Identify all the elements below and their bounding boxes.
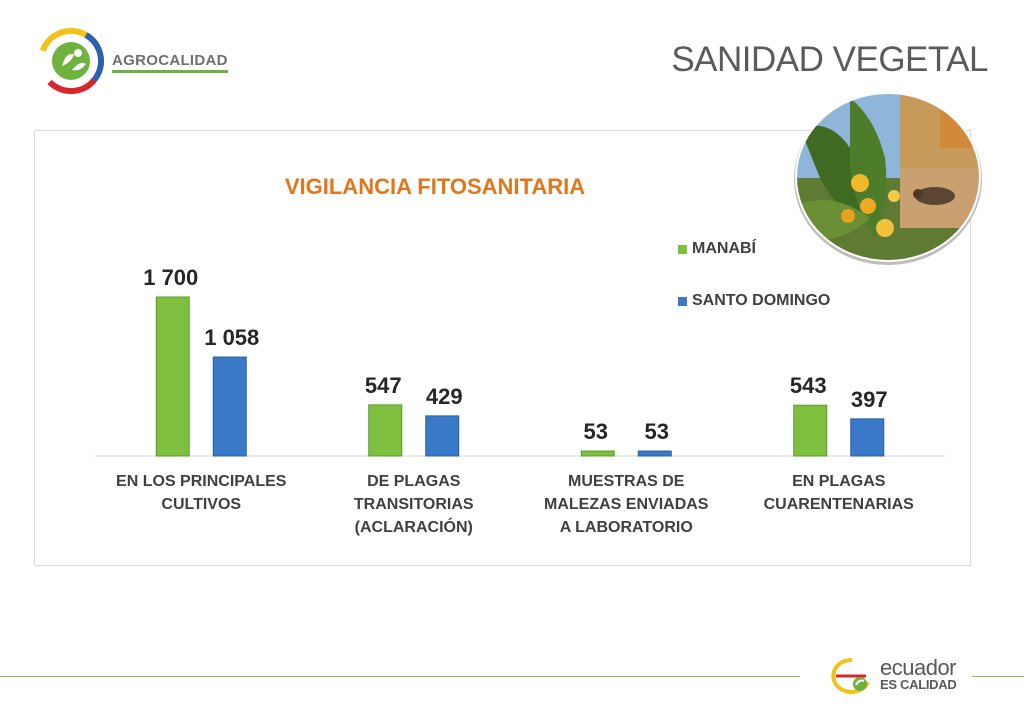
category-label-1-line-2: (ACLARACIÓN): [355, 517, 473, 536]
brand-line-2: ES CALIDAD: [880, 677, 957, 692]
logo-text: AGROCALIDAD: [112, 52, 228, 73]
category-label-3-line-0: EN PLAGAS: [792, 473, 886, 490]
data-label-santo-domingo-1: 429: [426, 384, 463, 409]
agrocalidad-logo: AGROCALIDAD: [38, 28, 278, 98]
footer-divider: [0, 676, 800, 677]
bar-manabi-0: [155, 296, 190, 457]
bar-santo-domingo-3: [850, 418, 885, 457]
legend-item-santo-domingo: SANTO DOMINGO: [678, 291, 830, 311]
data-label-manabi-1: 547: [365, 373, 402, 398]
legend-item-manabi: MANABÍ: [678, 239, 830, 259]
bar-manabi-1: [368, 404, 403, 457]
category-label-2-line-2: A LABORATORIO: [560, 519, 693, 536]
category-label-2-line-1: MALEZAS ENVIADAS: [544, 496, 709, 513]
bar-santo-domingo-2: [637, 450, 672, 457]
data-label-santo-domingo-3: 397: [851, 387, 888, 412]
data-label-santo-domingo-2: 53: [645, 419, 669, 444]
legend-swatch-santo-domingo: [678, 296, 687, 306]
bar-manabi-3: [793, 404, 828, 457]
data-label-manabi-0: 1 700: [143, 265, 198, 290]
chart-title: VIGILANCIA FITOSANITARIA: [284, 174, 586, 199]
data-label-manabi-2: 53: [584, 419, 608, 444]
category-label-0-line-1: CULTIVOS: [161, 496, 241, 513]
category-label-2-line-0: MUESTRAS DE: [568, 473, 685, 490]
plant-photo-image: [794, 92, 982, 265]
footer-divider-right: [972, 676, 1024, 677]
chart-legend: MANABÍ SANTO DOMINGO: [678, 239, 830, 311]
bar-chart-plot: 1 700 1 058 EN LOS PRINCIPALES CULTIVOS 547 4…: [95, 265, 945, 536]
legend-label-manabi: MANABÍ: [692, 240, 756, 257]
brand-line-1: ecuador: [880, 655, 957, 680]
category-label-1-line-0: DE PLAGAS: [367, 473, 461, 490]
bar-manabi-2: [580, 450, 615, 457]
ecuador-e-emblem-icon: [831, 657, 870, 694]
data-label-manabi-3: 543: [790, 373, 827, 398]
bar-santo-domingo-0: [212, 356, 247, 457]
legend-swatch-manabi: [678, 244, 687, 254]
data-label-santo-domingo-0: 1 058: [204, 325, 259, 350]
category-label-0-line-0: EN LOS PRINCIPALES: [116, 473, 287, 490]
ecuador-brand-logo: ecuador ES CALIDAD: [826, 654, 976, 700]
agrocalidad-emblem-icon: [38, 28, 104, 94]
page-title: SANIDAD VEGETAL: [671, 40, 988, 79]
legend-label-santo-domingo: SANTO DOMINGO: [692, 292, 831, 309]
category-label-1-line-1: TRANSITORIAS: [354, 496, 474, 513]
bar-santo-domingo-1: [425, 415, 460, 457]
category-label-3-line-1: CUARENTENARIAS: [764, 496, 915, 513]
